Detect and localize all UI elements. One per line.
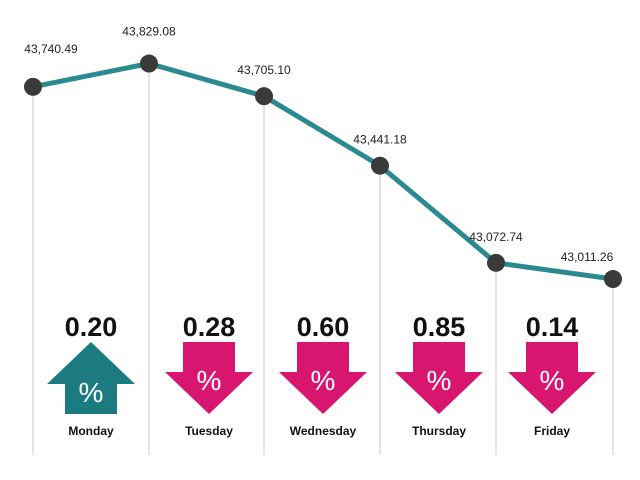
percent-change-monday: 0.20 (65, 312, 118, 342)
value-label-3: 43,441.18 (353, 133, 407, 147)
day-label-friday: Friday (534, 424, 570, 438)
data-point-2 (255, 87, 273, 106)
percent-symbol-friday: % (540, 365, 565, 396)
value-label-5: 43,011.26 (561, 250, 614, 264)
percent-change-thursday: 0.85 (413, 312, 466, 342)
arrow-down-icon-thursday (395, 342, 483, 414)
arrow-up-icon-monday (47, 342, 135, 414)
index-line (30, 61, 616, 282)
day-label-wednesday: Wednesday (290, 424, 357, 438)
value-labels: 43,740.49 43,829.08 43,705.10 43,441.18 43,0… (24, 25, 613, 265)
percent-symbol-wednesday: % (311, 365, 336, 396)
index-line-series (30, 61, 616, 282)
data-point-4 (487, 253, 505, 272)
arrow-down-icon-friday (508, 342, 596, 414)
data-point-markers (24, 54, 622, 289)
percent-symbol-tuesday: % (197, 365, 222, 396)
arrow-down-icon-wednesday (279, 342, 367, 414)
data-point-3 (371, 156, 389, 175)
day-label-monday: Monday (68, 424, 114, 438)
percent-change-tuesday: 0.28 (183, 312, 236, 342)
value-label-1: 43,829.08 (122, 25, 176, 39)
daily-change-panel: 0.20% Monday 0.28% Tuesday 0.60% Wednesday 0.8… (47, 312, 596, 438)
percent-symbol-monday: % (79, 377, 104, 408)
arrow-down-icon-tuesday (165, 342, 253, 414)
percent-symbol-thursday: % (427, 365, 452, 396)
data-point-1 (140, 54, 158, 73)
value-label-4: 43,072.74 (469, 230, 523, 244)
percent-change-wednesday: 0.60 (297, 312, 350, 342)
data-point-5 (604, 270, 622, 289)
percent-change-friday: 0.14 (526, 312, 579, 342)
day-label-thursday: Thursday (412, 424, 466, 438)
data-point-0 (24, 77, 42, 96)
value-label-2: 43,705.10 (237, 63, 291, 77)
day-label-tuesday: Tuesday (185, 424, 233, 438)
value-label-0: 43,740.49 (24, 42, 78, 56)
gridlines (32, 63, 614, 455)
